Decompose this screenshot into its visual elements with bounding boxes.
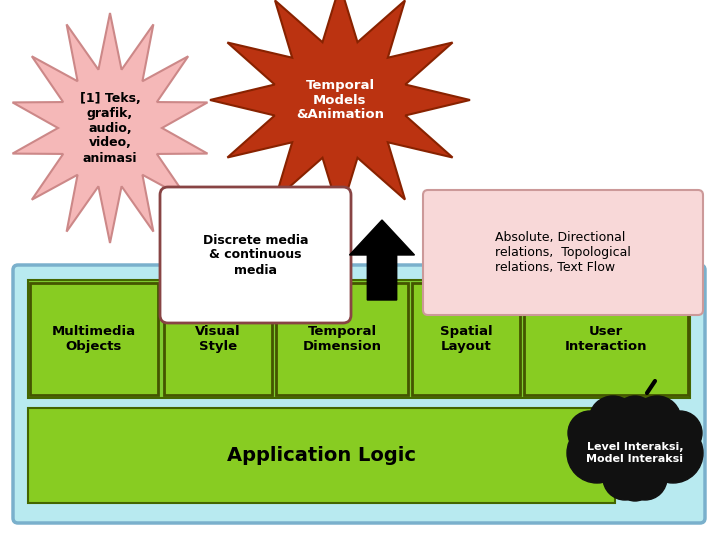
Circle shape bbox=[623, 456, 667, 500]
Polygon shape bbox=[208, 313, 238, 317]
Polygon shape bbox=[208, 315, 238, 318]
Text: Absolute, Directional
relations,  Topological
relations, Text Flow: Absolute, Directional relations, Topolog… bbox=[495, 231, 631, 274]
FancyBboxPatch shape bbox=[28, 408, 615, 503]
FancyBboxPatch shape bbox=[30, 283, 158, 395]
Text: Temporal
Dimension: Temporal Dimension bbox=[302, 325, 382, 353]
Circle shape bbox=[597, 410, 673, 486]
Text: Application Logic: Application Logic bbox=[227, 446, 416, 465]
Text: User
Interaction: User Interaction bbox=[564, 325, 647, 353]
Text: [1] Teks,
grafik,
audio,
video,
animasi: [1] Teks, grafik, audio, video, animasi bbox=[80, 91, 140, 165]
Text: Spatial
Layout: Spatial Layout bbox=[440, 325, 492, 353]
Text: Level Interaksi,
Model Interaksi: Level Interaksi, Model Interaksi bbox=[587, 442, 683, 464]
Circle shape bbox=[615, 396, 655, 436]
FancyBboxPatch shape bbox=[412, 283, 520, 395]
FancyBboxPatch shape bbox=[276, 283, 408, 395]
Circle shape bbox=[643, 423, 703, 483]
Polygon shape bbox=[210, 0, 470, 215]
Circle shape bbox=[633, 396, 681, 444]
Text: Multimedia
Objects: Multimedia Objects bbox=[52, 325, 136, 353]
Polygon shape bbox=[12, 13, 207, 243]
Circle shape bbox=[568, 411, 612, 455]
Text: Temporal
Models
&Animation: Temporal Models &Animation bbox=[296, 78, 384, 122]
Circle shape bbox=[603, 456, 647, 500]
Text: Visual
Style: Visual Style bbox=[195, 325, 240, 353]
Text: Discrete media
& continuous
media: Discrete media & continuous media bbox=[203, 233, 308, 276]
Circle shape bbox=[567, 423, 627, 483]
FancyBboxPatch shape bbox=[160, 187, 351, 323]
Circle shape bbox=[617, 465, 653, 501]
Polygon shape bbox=[349, 220, 415, 300]
FancyBboxPatch shape bbox=[524, 283, 688, 395]
Circle shape bbox=[589, 396, 637, 444]
FancyBboxPatch shape bbox=[423, 190, 703, 315]
FancyBboxPatch shape bbox=[164, 283, 272, 395]
FancyBboxPatch shape bbox=[28, 280, 690, 398]
FancyBboxPatch shape bbox=[13, 265, 705, 523]
Circle shape bbox=[658, 411, 702, 455]
